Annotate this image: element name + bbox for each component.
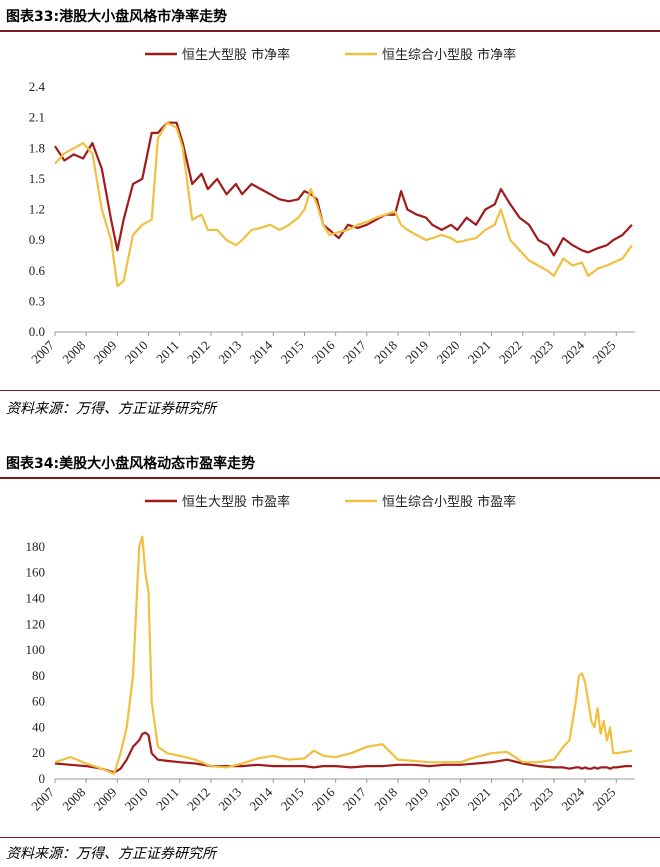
- x-tick-label: 2018: [371, 785, 400, 814]
- legend-small-cap-label: 恒生综合小型股 市盈率: [382, 494, 516, 510]
- y-tick-label: 40: [32, 719, 45, 734]
- y-tick-label: 60: [32, 694, 45, 709]
- legend-large-cap-label: 恒生大型股 市净率: [182, 47, 290, 63]
- y-tick-label: 0: [39, 771, 46, 786]
- y-tick-label: 0.3: [29, 293, 45, 308]
- y-tick-label: 1.2: [29, 202, 45, 217]
- legend-small-cap-label: 恒生综合小型股 市净率: [382, 47, 516, 63]
- x-tick-label: 2008: [59, 785, 88, 814]
- x-tick-label: 2017: [340, 784, 369, 813]
- series-line-small-cap: [54, 535, 633, 775]
- series-line-large-cap: [54, 731, 632, 774]
- chart-33-source: 资料来源：万得、方正证券研究所: [6, 401, 216, 417]
- series-line-large-cap: [54, 121, 633, 257]
- x-tick-label: 2018: [371, 338, 400, 367]
- y-tick-label: 1.5: [29, 171, 45, 186]
- y-tick-label: 140: [26, 590, 46, 605]
- chart-33-top-rule: [0, 30, 660, 32]
- x-tick-label: 2011: [153, 785, 182, 814]
- legend-large-cap-label: 恒生大型股 市盈率: [182, 494, 290, 510]
- x-tick-label: 2010: [122, 785, 151, 814]
- x-tick-label: 2013: [215, 338, 244, 367]
- x-tick-label: 2021: [465, 785, 494, 814]
- x-tick-label: 2020: [434, 785, 463, 814]
- x-tick-label: 2010: [122, 338, 151, 367]
- x-tick-label: 2007: [28, 337, 57, 366]
- x-tick-label: 2014: [246, 337, 275, 366]
- x-tick-label: 2013: [215, 785, 244, 814]
- y-tick-label: 20: [32, 745, 45, 760]
- y-tick-label: 120: [26, 616, 46, 631]
- y-tick-label: 160: [26, 565, 46, 580]
- x-tick-label: 2025: [589, 338, 618, 367]
- y-tick-label: 2.4: [29, 79, 46, 94]
- chart-33-bottom-rule: [0, 390, 660, 391]
- x-tick-label: 2023: [527, 338, 556, 367]
- chart-34-title: 图表34:美股大小盘风格动态市盈率走势: [6, 456, 256, 472]
- x-tick-label: 2008: [59, 338, 88, 367]
- x-tick-label: 2014: [246, 784, 275, 813]
- x-tick-label: 2017: [340, 337, 369, 366]
- x-tick-label: 2019: [402, 785, 431, 814]
- x-tick-label: 2022: [496, 338, 525, 367]
- x-tick-label: 2021: [465, 338, 494, 367]
- x-tick-label: 2020: [434, 338, 463, 367]
- x-tick-label: 2011: [153, 338, 182, 367]
- y-tick-label: 0.6: [29, 263, 46, 278]
- y-tick-label: 1.8: [29, 140, 45, 155]
- x-tick-label: 2024: [558, 337, 587, 366]
- chart-34-source: 资料来源：万得、方正证券研究所: [6, 846, 216, 862]
- chart-34-us-pe: 恒生大型股 市盈率 恒生综合小型股 市盈率 0 20 40 60 80 100 120 140…: [26, 494, 635, 814]
- y-tick-label: 80: [32, 668, 45, 683]
- x-tick-label: 2016: [309, 784, 338, 813]
- chart-34-top-rule: [0, 477, 660, 479]
- chart-34-legend: 恒生大型股 市盈率 恒生综合小型股 市盈率: [145, 494, 516, 510]
- chart-33-hk-pb: 恒生大型股 市净率 恒生综合小型股 市净率 0.0 0.3 0.6 0.9 1.2 1.5…: [28, 47, 635, 367]
- x-tick-label: 2015: [278, 785, 307, 814]
- y-tick-label: 2.1: [29, 110, 45, 125]
- x-tick-label: 2012: [184, 338, 213, 367]
- chart-33-legend: 恒生大型股 市净率 恒生综合小型股 市净率: [145, 47, 516, 63]
- y-tick-label: 0.0: [29, 324, 45, 339]
- x-tick-label: 2025: [589, 785, 618, 814]
- y-tick-label: 180: [26, 539, 46, 554]
- x-tick-label: 2016: [309, 337, 338, 366]
- x-tick-label: 2022: [496, 785, 525, 814]
- x-tick-label: 2007: [28, 784, 57, 813]
- x-tick-label: 2009: [90, 785, 119, 814]
- x-tick-label: 2019: [402, 338, 431, 367]
- y-tick-label: 0.9: [29, 232, 45, 247]
- x-tick-label: 2024: [558, 784, 587, 813]
- y-tick-label: 100: [26, 642, 46, 657]
- x-tick-label: 2012: [184, 785, 213, 814]
- series-line-small-cap: [54, 121, 633, 288]
- x-tick-label: 2023: [527, 785, 556, 814]
- chart-33-title: 图表33:港股大小盘风格市净率走势: [6, 9, 228, 25]
- x-tick-label: 2015: [278, 338, 307, 367]
- chart-34-bottom-rule: [0, 837, 660, 838]
- x-tick-label: 2009: [90, 338, 119, 367]
